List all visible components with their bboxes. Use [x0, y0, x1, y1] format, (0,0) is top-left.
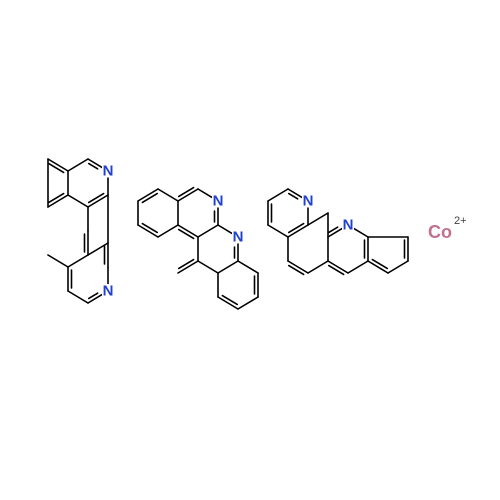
nitrogen-label: N: [343, 217, 354, 234]
nitrogen-label: N: [103, 163, 114, 180]
nitrogen-label: N: [303, 193, 314, 210]
cobalt-ion: Co2+: [428, 215, 467, 242]
phenanthroline-1: NN: [48, 159, 114, 303]
cobalt-symbol: Co: [428, 222, 452, 242]
cobalt-charge: 2+: [454, 215, 467, 227]
nitrogen-label: N: [233, 229, 244, 246]
phenanthroline-3: NN: [268, 189, 408, 274]
molecule-diagram: NNNNNNCo2+: [0, 0, 500, 500]
nitrogen-label: N: [213, 193, 224, 210]
phenanthroline-2: NN: [138, 188, 258, 309]
nitrogen-label: N: [103, 283, 114, 300]
